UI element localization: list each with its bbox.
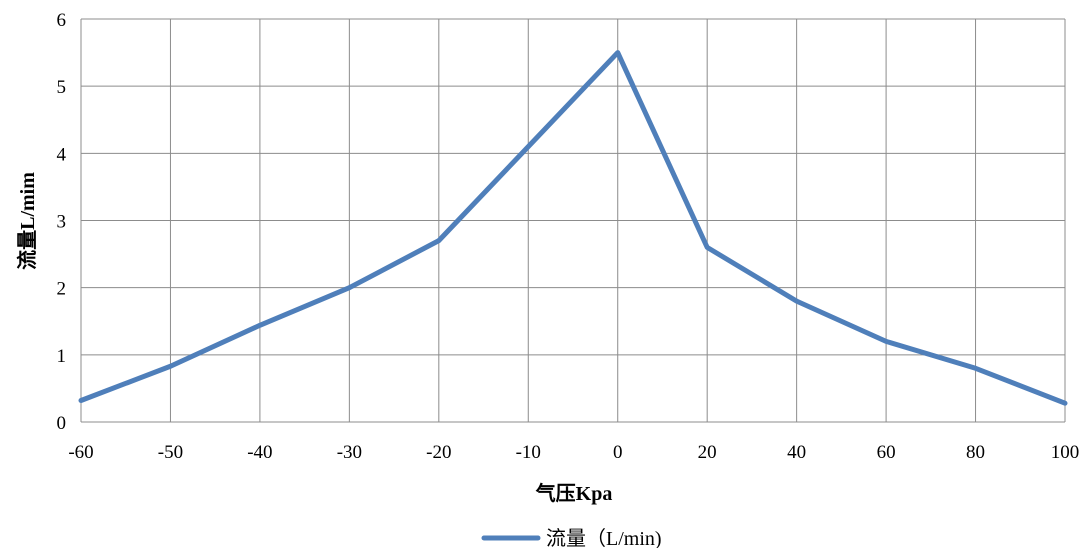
x-tick-label: -30 <box>337 442 362 463</box>
x-tick-label: 80 <box>966 442 985 463</box>
x-axis-title: 气压Kpa <box>535 481 613 505</box>
y-tick-label: 2 <box>57 279 67 300</box>
series-layer <box>78 50 1068 406</box>
x-tick-label: -50 <box>158 442 183 463</box>
y-tick-labels: 0 1 2 3 4 5 6 <box>57 10 67 434</box>
y-axis-title: 流量L/mim <box>15 172 39 270</box>
x-tick-label: -40 <box>247 442 272 463</box>
y-tick-label: 6 <box>57 10 67 31</box>
grid-lines <box>80 18 1066 423</box>
x-tick-label: 40 <box>787 442 806 463</box>
y-tick-label: 0 <box>57 413 67 434</box>
x-tick-label: 20 <box>698 442 717 463</box>
x-tick-labels: -60 -50 -40 -30 -20 -10 0 20 40 60 80 100 <box>68 442 1079 463</box>
y-tick-label: 4 <box>57 144 67 165</box>
series-line-flow <box>78 50 1068 406</box>
x-tick-label: 100 <box>1051 442 1080 463</box>
y-tick-label: 1 <box>57 346 67 367</box>
x-tick-label: -60 <box>68 442 93 463</box>
legend: 流量（L/min) <box>481 527 662 548</box>
y-tick-label: 5 <box>57 77 67 98</box>
y-tick-label: 3 <box>57 212 67 233</box>
legend-label: 流量（L/min) <box>546 527 662 548</box>
x-tick-label: 60 <box>877 442 896 463</box>
x-tick-label: -10 <box>516 442 541 463</box>
x-tick-label: -20 <box>426 442 451 463</box>
x-tick-label: 0 <box>613 442 623 463</box>
